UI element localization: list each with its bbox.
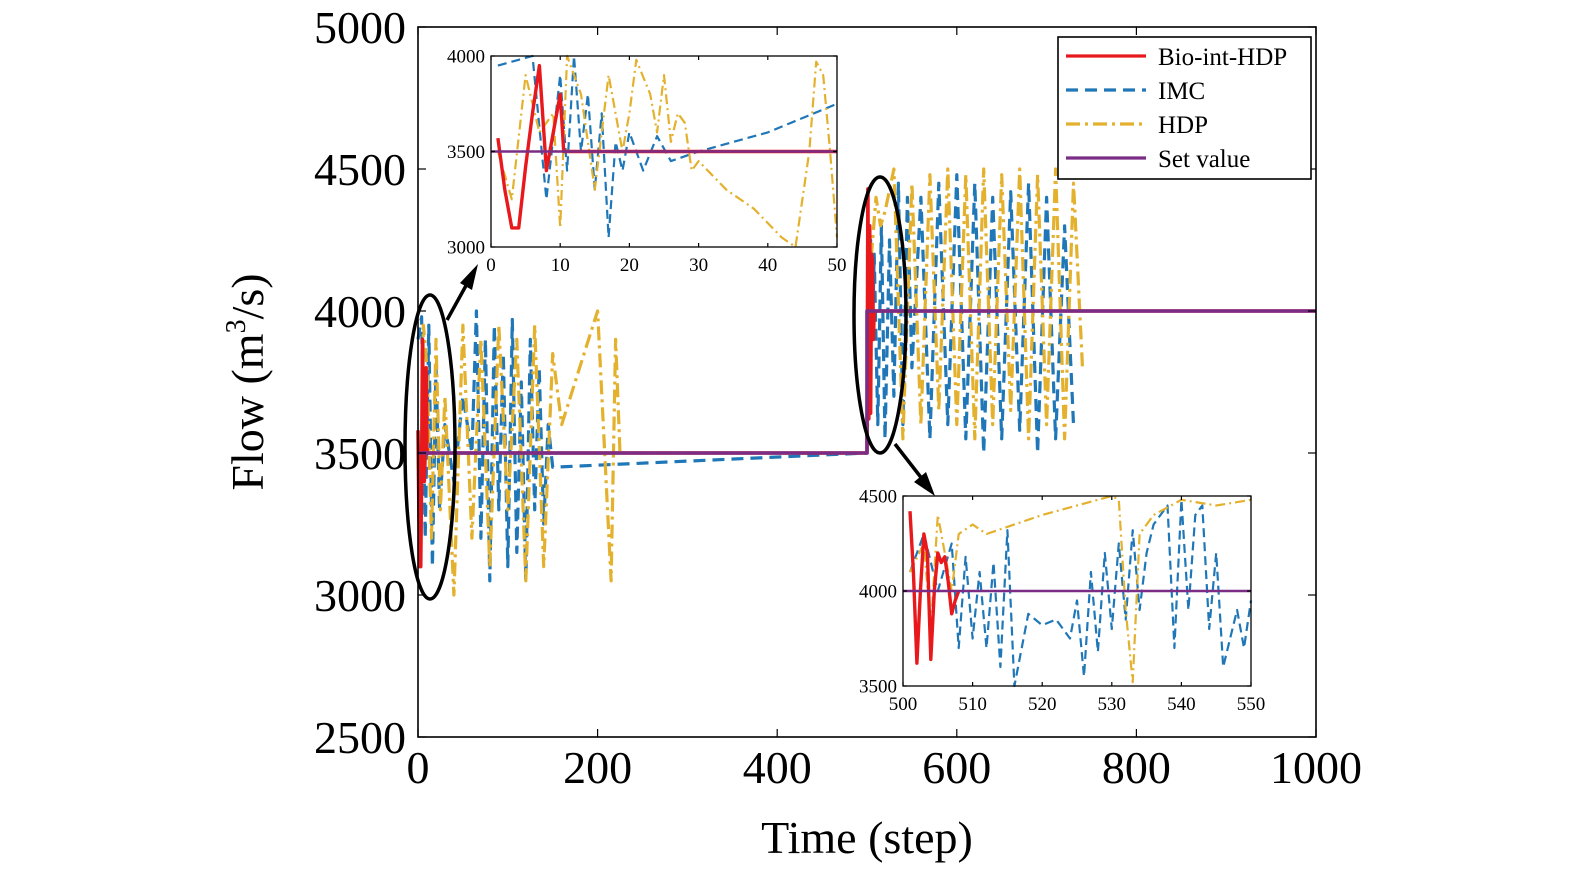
inset1-x-tick-label: 20 (620, 255, 639, 276)
main-series-set-value (418, 309, 1316, 455)
inset2-series-imc (908, 498, 1253, 688)
inset1-x-tick-label: 40 (758, 255, 777, 276)
inset1-y-tick-label: 3000 (447, 238, 485, 259)
legend-box (1057, 36, 1312, 180)
inset2-y-tick-label: 4000 (859, 582, 897, 603)
inset1-series-group (491, 54, 839, 249)
main-y-tick-label: 4500 (314, 144, 406, 195)
legend-label-set-value: Set value (1158, 146, 1250, 173)
legend-label-imc: IMC (1158, 78, 1205, 105)
inset2-y-tick-label: 3500 (859, 677, 897, 698)
y-axis-label: Flow (m3/s) (221, 273, 273, 490)
legend-label-bio-int-hdp: Bio-int-HDP (1158, 44, 1287, 71)
y-axis-label-main: Flow (m (222, 333, 273, 490)
callout-arrow-step (893, 442, 935, 496)
inset2-x-tick-label: 540 (1167, 694, 1196, 715)
inset2-ticks-group: 500 510 520 530 540 550 3500 4000 4500 (859, 487, 1265, 715)
inset1-x-tick-label: 10 (551, 255, 570, 276)
legend-items: Bio-int-HDP IMC HDP Set value (1066, 44, 1287, 173)
main-y-tick-label: 2500 (314, 712, 406, 763)
inset2-series-group (903, 494, 1253, 688)
inset2-x-tick-label: 510 (958, 694, 987, 715)
inset1-x-tick-label: 30 (689, 255, 708, 276)
main-y-tick-label: 3500 (314, 428, 406, 479)
main-ticks-group: 0 200 400 600 800 100025003000350040004500500… (314, 2, 1362, 793)
y-axis-label-superscript: 3 (221, 319, 252, 333)
main-series-group (416, 167, 1316, 597)
main-x-tick-label: 0 (407, 742, 430, 793)
inset2-x-tick-label: 500 (889, 694, 918, 715)
main-x-tick-label: 200 (563, 742, 632, 793)
main-x-tick-label: 600 (922, 742, 991, 793)
main-x-tick-label: 1000 (1270, 742, 1362, 793)
legend: Bio-int-HDP IMC HDP Set value (1057, 36, 1312, 180)
main-axes-frame (417, 26, 1317, 738)
main-x-tick-label: 400 (743, 742, 812, 793)
callout-ellipse-start (403, 293, 457, 601)
inset1-ticks-group: 0 10 20 30 40 50 3000 3500 4000 (447, 47, 847, 276)
callout-ellipse-step (852, 175, 908, 455)
main-y-tick-label: 3000 (314, 570, 406, 621)
inset1-x-tick-label: 0 (486, 255, 496, 276)
callout-arrow-start (445, 264, 478, 321)
inset2-x-tick-label: 550 (1237, 694, 1266, 715)
inset2-x-tick-label: 520 (1028, 694, 1057, 715)
inset2-x-tick-label: 530 (1098, 694, 1127, 715)
legend-label-hdp: HDP (1158, 112, 1208, 139)
inset1-series-hdp (496, 54, 839, 249)
inset1-x-tick-label: 50 (828, 255, 847, 276)
inset1-y-tick-label: 3500 (447, 142, 485, 163)
inset1-series-imc (497, 54, 838, 239)
main-y-tick-label: 4000 (314, 286, 406, 337)
x-axis-label: Time (step) (761, 812, 973, 863)
y-axis-label-tail: /s) (222, 273, 273, 319)
main-x-tick-label: 800 (1102, 742, 1171, 793)
inset1-y-tick-label: 4000 (447, 47, 485, 68)
main-y-tick-label: 5000 (314, 2, 406, 53)
inset2-y-tick-label: 4500 (859, 487, 897, 508)
